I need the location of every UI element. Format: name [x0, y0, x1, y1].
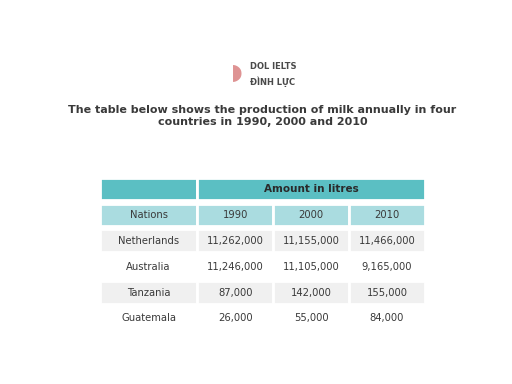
Text: 9,165,000: 9,165,000 [362, 262, 412, 271]
Text: Guatemala: Guatemala [121, 313, 176, 323]
FancyBboxPatch shape [100, 229, 197, 252]
Text: 84,000: 84,000 [370, 313, 404, 323]
Text: 26,000: 26,000 [218, 313, 252, 323]
FancyBboxPatch shape [349, 281, 425, 304]
FancyBboxPatch shape [100, 204, 197, 226]
Text: 2010: 2010 [374, 210, 400, 220]
FancyBboxPatch shape [197, 178, 425, 200]
FancyBboxPatch shape [349, 229, 425, 252]
Text: 11,155,000: 11,155,000 [283, 236, 339, 246]
Text: 155,000: 155,000 [367, 288, 408, 298]
FancyBboxPatch shape [273, 255, 349, 278]
Text: ◗: ◗ [231, 62, 243, 82]
FancyBboxPatch shape [100, 255, 197, 278]
Text: 1990: 1990 [223, 210, 248, 220]
Text: 11,262,000: 11,262,000 [207, 236, 264, 246]
Text: 55,000: 55,000 [294, 313, 328, 323]
FancyBboxPatch shape [349, 204, 425, 226]
FancyBboxPatch shape [197, 229, 273, 252]
Text: Nations: Nations [130, 210, 167, 220]
FancyBboxPatch shape [100, 178, 197, 200]
Text: 11,246,000: 11,246,000 [207, 262, 264, 271]
FancyBboxPatch shape [197, 307, 273, 330]
Text: Australia: Australia [126, 262, 171, 271]
FancyBboxPatch shape [349, 255, 425, 278]
Text: 2000: 2000 [298, 210, 324, 220]
Text: 11,466,000: 11,466,000 [358, 236, 415, 246]
FancyBboxPatch shape [197, 281, 273, 304]
Text: Amount in litres: Amount in litres [264, 184, 358, 194]
Text: Netherlands: Netherlands [118, 236, 179, 246]
FancyBboxPatch shape [197, 255, 273, 278]
Text: 11,105,000: 11,105,000 [283, 262, 339, 271]
Text: The table below shows the production of milk annually in four
countries in 1990,: The table below shows the production of … [68, 105, 457, 127]
Text: Tanzania: Tanzania [127, 288, 170, 298]
FancyBboxPatch shape [349, 307, 425, 330]
FancyBboxPatch shape [100, 307, 197, 330]
FancyBboxPatch shape [197, 204, 273, 226]
FancyBboxPatch shape [100, 281, 197, 304]
Text: DOL IELTS
ĐÌNH LỰC: DOL IELTS ĐÌNH LỰC [250, 62, 296, 87]
FancyBboxPatch shape [273, 307, 349, 330]
Text: 87,000: 87,000 [218, 288, 252, 298]
FancyBboxPatch shape [273, 281, 349, 304]
FancyBboxPatch shape [273, 204, 349, 226]
FancyBboxPatch shape [273, 229, 349, 252]
Text: 142,000: 142,000 [291, 288, 331, 298]
